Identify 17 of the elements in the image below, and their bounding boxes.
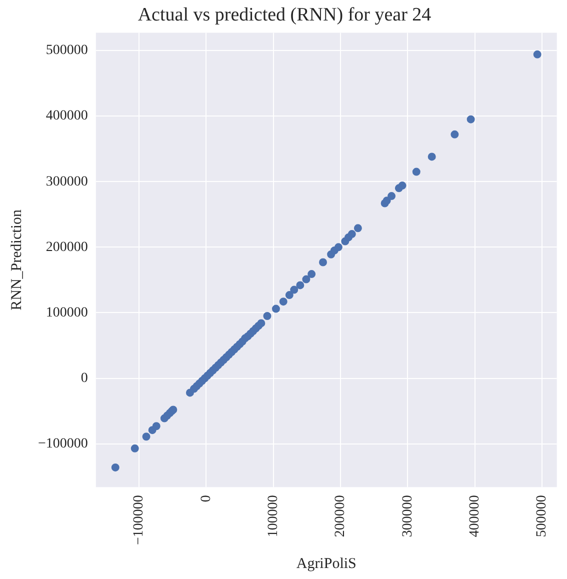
y-tick-label: 0 — [80, 370, 88, 386]
y-tick-label: 400000 — [46, 108, 88, 124]
x-tick-label: 0 — [198, 495, 214, 502]
y-tick-label: 100000 — [46, 305, 88, 320]
y-tick-label: 500000 — [46, 43, 88, 58]
y-tick-label: −100000 — [38, 436, 88, 452]
y-axis-title: RNN_Prediction — [8, 209, 25, 310]
x-tick-label: −100000 — [132, 495, 147, 546]
chart-title: Actual vs predicted (RNN) for year 24 — [138, 4, 432, 26]
x-tick-label: 500000 — [534, 495, 550, 538]
x-axis-title: AgriPoliS — [296, 556, 356, 572]
x-tick-label: 100000 — [266, 495, 281, 538]
x-tick-label: 400000 — [468, 495, 483, 538]
x-tick-label: 200000 — [333, 495, 348, 538]
y-tick-label: 200000 — [46, 240, 88, 255]
x-tick-label: 300000 — [400, 495, 416, 538]
y-tick-label: 300000 — [46, 174, 88, 190]
